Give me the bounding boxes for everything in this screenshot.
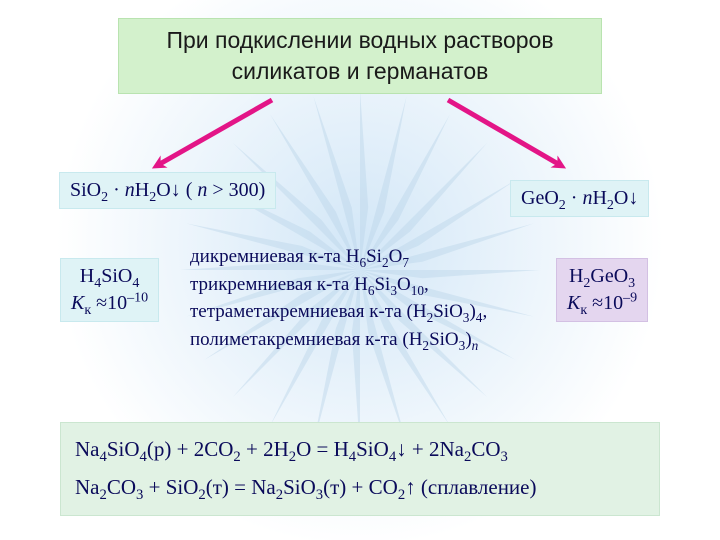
h4sio4-box: H4SiO4Kк ≈10–10 <box>60 258 159 322</box>
header-box: При подкислении водных растворов силикат… <box>118 18 602 94</box>
geo2-box: GeO2 · nH2O↓ <box>510 180 649 217</box>
sio2-box: SiO2 · nH2O↓ ( n > 300) <box>59 172 276 209</box>
polyacids-text: дикремниевая к-та H6Si2O7трикремниевая к… <box>180 239 497 357</box>
reactions-box: Na4SiO4(р) + 2CO2 + 2H2O = H4SiO4↓ + 2Na… <box>60 422 660 516</box>
h2geo3-box: H2GeO3Kк ≈10–9 <box>556 258 648 322</box>
